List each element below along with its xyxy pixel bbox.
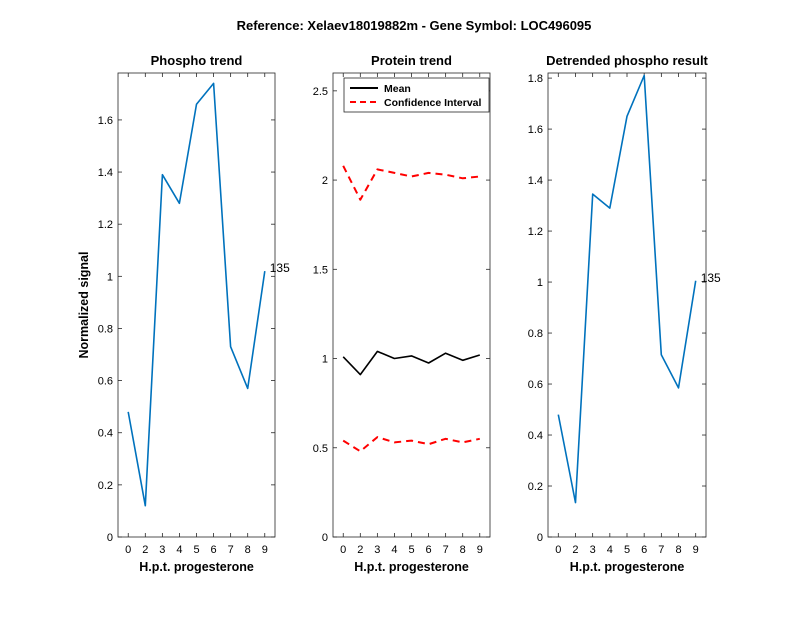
x-tick-label: 5 <box>193 544 199 556</box>
legend-box <box>343 77 490 113</box>
legend-label: Confidence Interval <box>384 97 482 109</box>
y-tick-label: 1.2 <box>528 226 543 238</box>
x-tick-label: 8 <box>675 544 681 556</box>
x-tick-label: 4 <box>607 544 613 556</box>
x-tick-label: 9 <box>693 544 699 556</box>
x-tick-label: 6 <box>641 544 647 556</box>
y-tick-label: 0.6 <box>528 379 543 391</box>
y-tick-label: 0.2 <box>98 480 113 492</box>
y-tick-label: 0.5 <box>313 443 328 455</box>
series-line-1 <box>127 82 266 507</box>
x-tick-label: 5 <box>624 544 630 556</box>
plot-area <box>332 72 491 538</box>
figure-title: Reference: Xelaev18019882m - Gene Symbol… <box>237 18 592 33</box>
x-axis-label: H.p.t. progesterone <box>354 560 469 574</box>
y-tick-label: 1.6 <box>528 124 543 136</box>
x-tick-label: 2 <box>142 544 148 556</box>
y-tick-label: 1 <box>107 271 113 283</box>
y-tick-label: 0.8 <box>528 328 543 340</box>
y-tick-label: 1.4 <box>98 167 113 179</box>
x-tick-label: 6 <box>211 544 217 556</box>
y-tick-label: 2 <box>322 175 328 187</box>
plot-area <box>117 72 276 538</box>
y-tick-label: 1 <box>322 354 328 366</box>
y-tick-label: 0.4 <box>98 428 113 440</box>
x-tick-label: 4 <box>176 544 182 556</box>
x-axis-label: H.p.t. progesterone <box>139 560 254 574</box>
y-tick-label: 0 <box>537 532 543 544</box>
y-tick-label: 1.2 <box>98 219 113 231</box>
x-tick-label: 0 <box>125 544 131 556</box>
x-tick-label: 7 <box>228 544 234 556</box>
y-tick-label: 0 <box>322 532 328 544</box>
x-tick-label: 3 <box>590 544 596 556</box>
panel-title: Protein trend <box>371 53 452 68</box>
point-annotation: 135 <box>701 271 721 285</box>
x-tick-label: 8 <box>245 544 251 556</box>
x-tick-label: 2 <box>357 544 363 556</box>
y-tick-label: 1.6 <box>98 115 113 127</box>
y-axis-label: Normalized signal <box>77 252 91 359</box>
panel-3: 00.20.40.60.811.21.41.61.80 2 3 4 5 6 7 8 9Detre… <box>528 53 721 574</box>
legend: Mean Confidence Interval <box>343 77 490 113</box>
y-tick-label: 1 <box>537 277 543 289</box>
y-tick-label: 0.2 <box>528 481 543 493</box>
x-tick-label: 0 <box>340 544 346 556</box>
x-tick-label: 6 <box>426 544 432 556</box>
x-tick-label: 0 <box>555 544 561 556</box>
x-tick-label: 9 <box>262 544 268 556</box>
x-tick-label: 3 <box>374 544 380 556</box>
point-annotation: 135 <box>270 261 290 275</box>
y-tick-label: 1.4 <box>528 175 543 187</box>
x-tick-label: 7 <box>443 544 449 556</box>
series-line-1 <box>342 350 481 376</box>
legend-label: Mean <box>384 83 411 95</box>
panel-title: Phospho trend <box>151 53 243 68</box>
series-line-3 <box>342 436 481 453</box>
x-tick-label: 9 <box>477 544 483 556</box>
y-tick-label: 0 <box>107 532 113 544</box>
y-tick-label: 0.6 <box>98 376 113 388</box>
x-tick-label: 4 <box>391 544 397 556</box>
x-tick-label: 7 <box>658 544 664 556</box>
series-line-1 <box>557 74 697 504</box>
panels: 00.20.40.60.811.21.41.60 2 3 4 5 6 7 8 9Phospho … <box>77 53 721 574</box>
y-tick-label: 1.5 <box>313 264 328 276</box>
panel-1: 00.20.40.60.811.21.41.60 2 3 4 5 6 7 8 9Phospho … <box>77 53 290 574</box>
panel-title: Detrended phospho result <box>546 53 708 68</box>
x-tick-label: 3 <box>159 544 165 556</box>
y-tick-label: 0.8 <box>98 323 113 335</box>
x-axis-label: H.p.t. progesterone <box>570 560 685 574</box>
y-tick-label: 1.8 <box>528 73 543 85</box>
series-line-2 <box>342 165 480 201</box>
y-tick-label: 2.5 <box>313 86 328 98</box>
plot-area <box>547 72 707 538</box>
x-tick-label: 2 <box>572 544 578 556</box>
x-tick-label: 8 <box>460 544 466 556</box>
x-tick-label: 5 <box>408 544 414 556</box>
y-tick-label: 0.4 <box>528 430 543 442</box>
